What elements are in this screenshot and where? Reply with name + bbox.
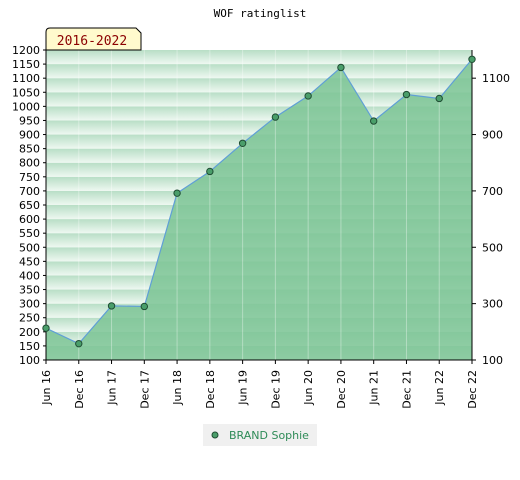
legend-label: BRAND Sophie (229, 429, 309, 442)
data-point (337, 63, 345, 72)
data-point (206, 167, 214, 176)
x-tick-label: Jun 16 (40, 370, 53, 406)
data-point (435, 94, 443, 103)
y-tick-label-left: 450 (19, 255, 40, 268)
data-point (75, 339, 83, 348)
series-area (46, 59, 472, 361)
y-tick-label-left: 900 (19, 129, 40, 142)
period-badge-label: 2016-2022 (57, 34, 127, 49)
data-point (107, 302, 116, 310)
data-point (468, 55, 476, 63)
y-tick-label-left: 400 (19, 269, 40, 282)
y-tick-label-left: 250 (19, 312, 40, 325)
legend-marker (211, 431, 219, 439)
x-tick-label: Jun 19 (237, 370, 250, 406)
x-tick-label: Dec 22 (466, 370, 479, 409)
grid-band (46, 92, 472, 107)
data-point (369, 117, 378, 125)
y-tick-label-right: 700 (482, 185, 503, 198)
period-badge-box (45, 27, 142, 51)
y-tick-label-right: 500 (482, 241, 503, 254)
period-badge: 2016-2022 (45, 27, 142, 51)
x-tick-label: Dec 17 (138, 370, 151, 409)
y-tick-label-left: 750 (19, 171, 40, 184)
y-tick-label-left: 150 (19, 340, 40, 353)
x-tick-label: Jun 20 (302, 370, 315, 406)
y-tick-label-left: 1150 (12, 58, 40, 71)
x-tick-label: Jun 17 (106, 370, 119, 406)
data-point (271, 113, 280, 121)
data-point (173, 189, 181, 197)
y-tick-label-left: 100 (19, 354, 40, 367)
x-tick-label: Dec 18 (204, 370, 217, 409)
data-point (304, 92, 312, 100)
y-tick-label-left: 600 (19, 213, 40, 226)
y-tick-label-left: 200 (19, 326, 40, 339)
grid-band (46, 50, 472, 65)
legend: BRAND Sophie (203, 424, 317, 446)
data-point (238, 139, 247, 147)
x-tick-label: Jun 18 (171, 370, 184, 406)
y-tick-label-right: 300 (482, 298, 503, 311)
y-tick-label-left: 550 (19, 227, 40, 240)
series-line (45, 58, 473, 345)
y-tick-label-left: 700 (19, 185, 40, 198)
y-tick-label-left: 850 (19, 143, 40, 156)
y-tick-label-left: 300 (19, 298, 40, 311)
data-point (140, 302, 149, 311)
x-tick-label: Dec 21 (400, 370, 413, 409)
data-point (42, 324, 50, 332)
y-tick-label-right: 900 (482, 129, 503, 142)
data-point (402, 90, 411, 99)
y-tick-label-left: 1050 (12, 86, 40, 99)
y-tick-label-right: 100 (482, 354, 503, 367)
y-tick-label-left: 350 (19, 284, 40, 297)
grid-band (46, 78, 472, 93)
x-tick-label: Jun 22 (433, 370, 446, 406)
grid-band (46, 64, 472, 79)
y-tick-label-left: 950 (19, 114, 40, 127)
y-tick-label-left: 1100 (12, 72, 40, 85)
x-tick-label: Dec 19 (269, 370, 282, 409)
y-tick-label-left: 800 (19, 157, 40, 170)
x-tick-label: Dec 20 (335, 370, 348, 409)
axes: 1001502002503003504004505005506006507007… (12, 44, 510, 409)
y-tick-label-left: 1200 (12, 44, 40, 57)
y-tick-label-left: 500 (19, 241, 40, 254)
y-tick-label-left: 650 (19, 199, 40, 212)
x-tick-label: Dec 16 (73, 370, 86, 409)
legend-box (203, 424, 317, 446)
data-points (42, 55, 476, 348)
x-tick-label: Jun 21 (368, 370, 381, 406)
y-tick-label-right: 1100 (482, 72, 510, 85)
chart-title: WOF ratinglist (214, 7, 307, 20)
y-tick-label-left: 1000 (12, 100, 40, 113)
